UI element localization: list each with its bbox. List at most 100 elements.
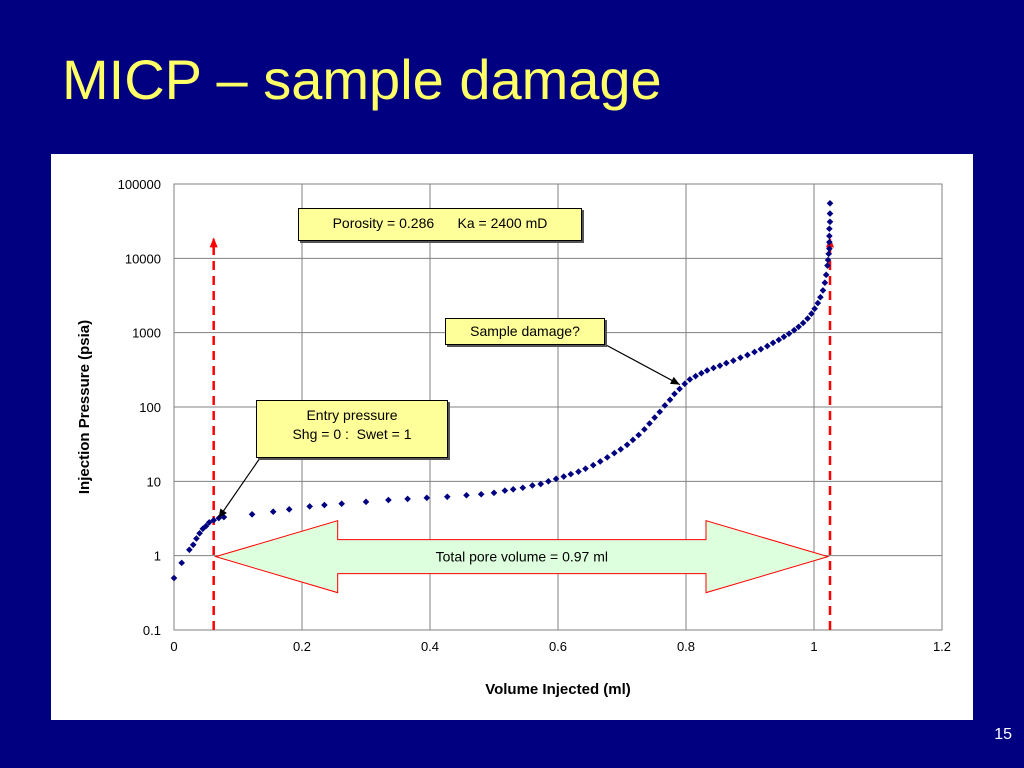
sample-damage-callout: Sample damage? xyxy=(445,318,605,345)
entry-pressure-line2: Shg = 0 : Swet = 1 xyxy=(292,426,412,442)
y-tick-label: 100000 xyxy=(118,177,161,192)
data-point xyxy=(529,482,536,489)
data-point xyxy=(338,500,345,508)
data-point xyxy=(189,541,197,549)
entry-pointer-arrowhead xyxy=(218,508,227,519)
data-point xyxy=(751,348,758,356)
data-point xyxy=(205,519,213,526)
data-points xyxy=(170,199,834,582)
data-point xyxy=(763,342,771,350)
y-tick-labels: 0.1 1 10 100 1000 10000 100000 xyxy=(118,177,161,638)
slide-title: MICP – sample damage xyxy=(62,48,662,111)
data-point xyxy=(623,441,631,449)
data-point xyxy=(737,354,744,362)
data-point xyxy=(519,484,527,492)
data-point xyxy=(808,310,815,317)
data-point xyxy=(603,454,611,461)
x-tick-label: 0.8 xyxy=(677,639,695,654)
y-tick-label: 1000 xyxy=(132,326,161,341)
data-point xyxy=(477,490,485,498)
data-point xyxy=(826,218,834,226)
data-point xyxy=(723,359,730,367)
data-point xyxy=(817,293,824,301)
entry-pressure-callout: Entry pressure Shg = 0 : Swet = 1 xyxy=(256,400,448,458)
pore-volume-label: Total pore volume = 0.97 ml xyxy=(436,549,608,565)
data-point xyxy=(552,475,560,483)
page-number: 15 xyxy=(994,726,1012,743)
y-tick-label: 0.1 xyxy=(143,623,161,638)
pore-volume-arrow-shape xyxy=(213,519,830,594)
data-point xyxy=(423,494,431,502)
data-point xyxy=(804,315,811,322)
data-point xyxy=(611,449,618,457)
data-point xyxy=(596,458,604,465)
data-point xyxy=(698,369,705,377)
data-point xyxy=(821,279,829,287)
data-point xyxy=(285,506,293,513)
data-point xyxy=(666,396,674,404)
data-point xyxy=(443,493,451,501)
data-point xyxy=(661,402,669,409)
data-point xyxy=(651,414,658,421)
data-point xyxy=(537,480,545,488)
x-axis-title: Volume Injected (ml) xyxy=(485,681,631,698)
y-tick-label: 1 xyxy=(154,549,161,564)
x-tick-label: 0 xyxy=(170,639,177,654)
chart-panel: 0 0.2 0.4 0.6 0.8 1 1.2 0.1 1 10 100 1000 10000 1000… xyxy=(51,154,973,720)
data-point xyxy=(193,535,200,542)
data-point xyxy=(790,326,798,334)
data-point xyxy=(799,319,807,327)
data-point xyxy=(744,351,751,359)
data-point xyxy=(269,508,277,516)
pore-volume-arrow: Total pore volume = 0.97 ml xyxy=(213,519,830,594)
data-point xyxy=(362,498,370,506)
data-point xyxy=(826,199,834,207)
data-point xyxy=(681,380,689,388)
data-point xyxy=(730,357,737,364)
data-point xyxy=(617,445,625,453)
data-point xyxy=(635,431,642,439)
y-tick-label: 10000 xyxy=(125,251,161,266)
x-tick-label: 1.2 xyxy=(933,639,951,654)
data-point xyxy=(202,522,210,530)
data-point xyxy=(775,336,783,344)
data-point xyxy=(785,330,793,337)
data-point xyxy=(567,470,575,478)
data-point xyxy=(186,546,193,554)
data-point xyxy=(385,496,392,504)
x-tick-label: 0.2 xyxy=(293,639,311,654)
data-point xyxy=(811,305,818,313)
data-point xyxy=(814,299,822,307)
data-point xyxy=(509,486,517,493)
porosity-callout-text: Porosity = 0.286 Ka = 2400 mD xyxy=(332,215,548,231)
data-point xyxy=(819,287,827,294)
x-tick-label: 0.6 xyxy=(549,639,567,654)
sample-damage-text: Sample damage? xyxy=(470,323,580,339)
data-point xyxy=(716,362,724,369)
data-point xyxy=(676,385,683,393)
entry-pointer-line xyxy=(218,457,261,519)
data-point xyxy=(780,333,788,341)
entry-pressure-line1: Entry pressure xyxy=(306,407,398,423)
data-point xyxy=(703,367,711,374)
data-point xyxy=(692,372,699,380)
data-point xyxy=(589,461,597,469)
data-point xyxy=(321,501,328,509)
data-point xyxy=(404,495,411,503)
data-point xyxy=(824,262,831,269)
data-point xyxy=(210,516,217,524)
data-point xyxy=(656,408,664,416)
y-tick-label: 10 xyxy=(147,474,161,489)
x-tick-label: 0.4 xyxy=(421,639,439,654)
data-point xyxy=(178,559,185,567)
data-point xyxy=(824,256,832,264)
y-tick-label: 100 xyxy=(139,400,161,415)
data-point xyxy=(306,503,313,510)
data-point xyxy=(710,364,717,372)
callout-pointers xyxy=(218,344,681,519)
data-point xyxy=(196,529,203,537)
data-point xyxy=(826,232,833,240)
data-point xyxy=(582,465,589,472)
data-point xyxy=(757,345,765,353)
damage-pointer-arrowhead xyxy=(669,376,680,385)
